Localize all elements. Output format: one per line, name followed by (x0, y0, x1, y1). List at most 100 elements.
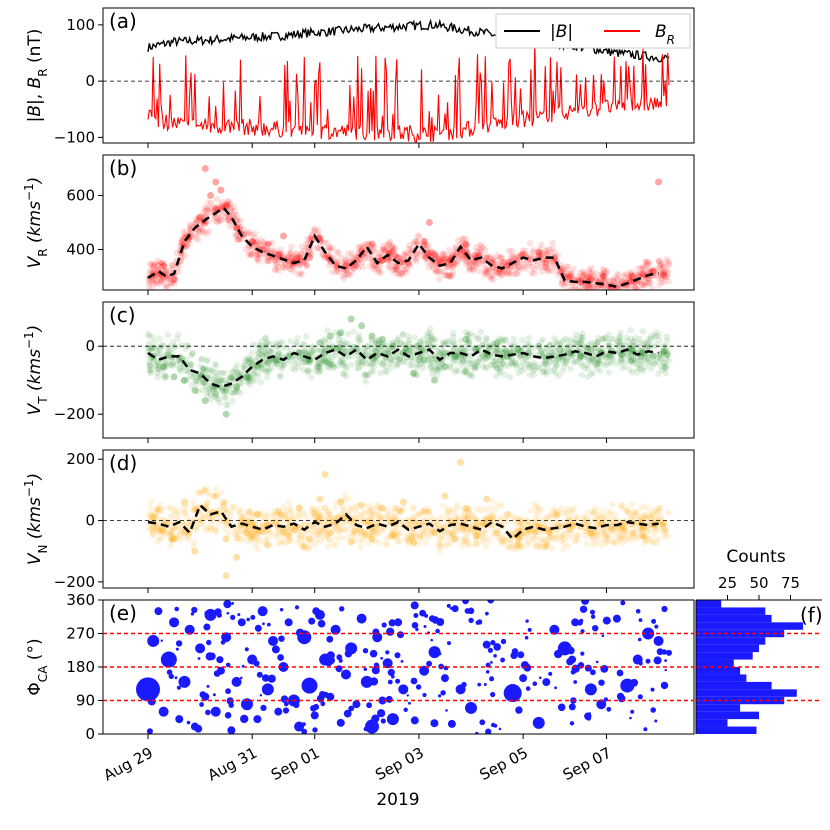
scatter-point (249, 238, 256, 245)
scatter-point (497, 365, 505, 372)
scatter-point (277, 373, 284, 380)
scatter-point (324, 239, 331, 247)
scatter-point (615, 272, 622, 279)
scatter-point (350, 537, 357, 545)
scatter-point (248, 537, 255, 544)
scatter-point (253, 529, 260, 537)
scatter-point (451, 357, 459, 364)
scatter-point (642, 502, 649, 510)
scatter-point (471, 332, 478, 340)
scatter-point (314, 363, 322, 371)
scatter-point (481, 529, 489, 536)
scatter-point (145, 277, 153, 285)
scatter-point (463, 364, 471, 372)
scatter-point (460, 235, 467, 242)
scatter-point (200, 379, 207, 387)
y-tick-label: 400 (66, 241, 95, 259)
scatter-point (407, 250, 414, 258)
scatter-point (635, 265, 642, 272)
scatter-point (415, 519, 422, 526)
scatter-point (159, 260, 167, 267)
scatter-point (603, 267, 610, 274)
scatter-point (531, 500, 538, 508)
scatter-point (477, 328, 484, 336)
scatter-point (321, 335, 329, 343)
scatter-point (255, 545, 262, 553)
scatter-point (255, 353, 262, 361)
scatter-point (634, 279, 641, 287)
scatter-point (374, 265, 382, 272)
scatter-point (217, 186, 225, 194)
scatter-point (293, 339, 301, 346)
scatter-point (416, 354, 424, 361)
scatter-point (414, 360, 421, 367)
scatter-point (606, 706, 612, 712)
scatter-point (460, 357, 467, 365)
scatter-point (666, 649, 672, 656)
scatter-point (451, 605, 459, 613)
scatter-point (594, 522, 602, 530)
scatter-point (193, 380, 200, 387)
scatter-point (257, 242, 264, 249)
scatter-point (454, 351, 461, 358)
scatter-point (355, 334, 362, 342)
scatter-point (386, 257, 393, 265)
scatter-point (607, 520, 614, 527)
scatter-point (559, 531, 566, 539)
scatter-point (604, 531, 611, 539)
scatter-point (546, 358, 553, 366)
panel-label: (b) (109, 156, 137, 180)
scatter-point (254, 256, 261, 263)
scatter-point (475, 518, 482, 525)
scatter-point (265, 366, 273, 373)
scatter-point (599, 346, 606, 353)
scatter-point (641, 539, 649, 547)
scatter-point (249, 376, 256, 383)
scatter-point (440, 502, 447, 509)
scatter-point (242, 510, 249, 517)
scatter-point (414, 371, 421, 378)
scatter-point (225, 217, 232, 224)
scatter-point (618, 358, 625, 365)
scatter-point (151, 357, 158, 365)
scatter-point (287, 260, 294, 267)
scatter-point (162, 351, 169, 359)
scatter-point (151, 356, 158, 363)
scatter-point (450, 334, 457, 341)
scatter-point (222, 410, 230, 418)
scatter-point (658, 517, 665, 525)
scatter-point (658, 519, 665, 526)
scatter-point (453, 257, 460, 265)
scatter-point (164, 331, 172, 338)
scatter-point (151, 339, 158, 346)
scatter-point (544, 346, 551, 354)
scatter-point (177, 530, 184, 538)
scatter-point (460, 247, 467, 255)
trend-line (147, 348, 659, 389)
scatter-point (206, 491, 213, 499)
scatter-point (429, 338, 436, 345)
scatter-point (483, 534, 491, 541)
scatter-point (285, 250, 293, 257)
scatter-point (159, 278, 166, 285)
scatter-point (522, 535, 530, 543)
scatter-point (245, 374, 252, 381)
scatter-point (437, 533, 445, 541)
scatter-point (221, 389, 228, 397)
scatter-point (394, 652, 401, 659)
scatter-point (501, 371, 509, 378)
scatter-point (549, 545, 556, 552)
scatter-point (507, 540, 515, 547)
scatter-point (490, 254, 497, 262)
scatter-point (329, 244, 336, 252)
scatter-point (416, 355, 423, 363)
scatter-point (633, 285, 640, 290)
scatter-point (527, 352, 534, 359)
scatter-point (469, 512, 476, 520)
scatter-point (373, 503, 380, 510)
scatter-point (154, 365, 161, 372)
scatter-point (461, 509, 468, 516)
scatter-point (650, 511, 657, 518)
scatter-point (463, 246, 470, 254)
scatter-point (398, 507, 406, 514)
